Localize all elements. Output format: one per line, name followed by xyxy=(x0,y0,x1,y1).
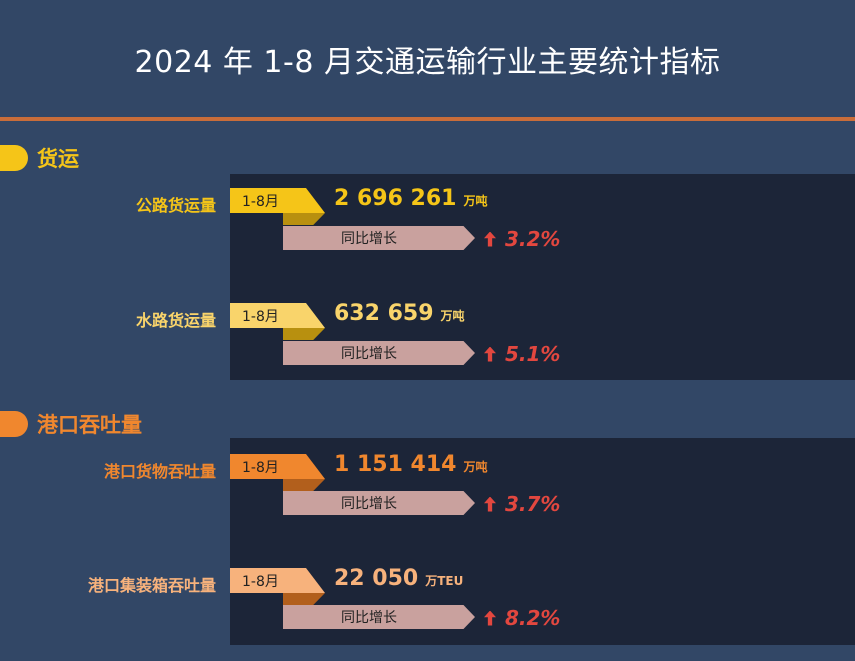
port-container-unit: 万TEU xyxy=(425,574,464,588)
water-freight-label: 水路货运量 xyxy=(135,311,216,330)
port-cargo-value: 1 151 414 万吨 xyxy=(334,452,488,477)
section-header-freight: 货运 xyxy=(0,143,79,173)
road-freight-period: 1-8月 xyxy=(230,188,325,213)
port-container-growth-value: 8.2% xyxy=(505,606,561,630)
port-cargo-number: 1 151 414 xyxy=(334,452,457,477)
up-arrow-icon xyxy=(484,346,496,362)
port-container-value: 22 050 万TEU xyxy=(334,566,463,591)
port-container-period: 1-8月 xyxy=(230,568,325,593)
water-freight-unit: 万吨 xyxy=(440,309,465,323)
road-freight-unit: 万吨 xyxy=(463,194,488,208)
water-freight-period: 1-8月 xyxy=(230,303,325,328)
water-freight-value: 632 659 万吨 xyxy=(334,301,465,326)
period-tab-fold xyxy=(283,213,325,225)
road-freight-growth: 3.2% xyxy=(484,227,560,251)
port-cargo-growth-tag: 同比增长 xyxy=(283,491,475,515)
port-cargo-growth-value: 3.7% xyxy=(505,492,561,516)
port-container-number: 22 050 xyxy=(334,566,419,591)
up-arrow-icon xyxy=(484,610,496,626)
period-tab-fold xyxy=(283,479,325,491)
title-divider xyxy=(0,117,855,121)
title-bar: 2024 年 1-8 月交通运输行业主要统计指标 xyxy=(0,0,855,118)
water-freight-number: 632 659 xyxy=(334,301,434,326)
up-arrow-icon xyxy=(484,231,496,247)
port-cargo-unit: 万吨 xyxy=(463,460,488,474)
road-freight-growth-value: 3.2% xyxy=(505,227,561,251)
period-tab-fold xyxy=(283,328,325,340)
section-title-freight: 货运 xyxy=(37,147,79,171)
section-header-port: 港口吞吐量 xyxy=(0,409,142,439)
road-freight-growth-tag: 同比增长 xyxy=(283,226,475,250)
road-freight-number: 2 696 261 xyxy=(334,186,457,211)
port-container-growth: 8.2% xyxy=(484,606,560,630)
port-container-growth-tag: 同比增长 xyxy=(283,605,475,629)
section-marker-icon xyxy=(0,411,28,437)
section-marker-icon xyxy=(0,145,28,171)
water-freight-growth: 5.1% xyxy=(484,342,560,366)
page-title: 2024 年 1-8 月交通运输行业主要统计指标 xyxy=(134,45,721,80)
road-freight-value: 2 696 261 万吨 xyxy=(334,186,488,211)
port-cargo-label: 港口货物吞吐量 xyxy=(103,462,216,481)
port-cargo-period: 1-8月 xyxy=(230,454,325,479)
up-arrow-icon xyxy=(484,496,496,512)
period-tab-fold xyxy=(283,593,325,605)
section-title-port: 港口吞吐量 xyxy=(37,413,142,437)
port-container-label: 港口集装箱吞吐量 xyxy=(87,576,216,595)
water-freight-growth-value: 5.1% xyxy=(505,342,561,366)
road-freight-label: 公路货运量 xyxy=(135,196,216,215)
port-cargo-growth: 3.7% xyxy=(484,492,560,516)
water-freight-growth-tag: 同比增长 xyxy=(283,341,475,365)
